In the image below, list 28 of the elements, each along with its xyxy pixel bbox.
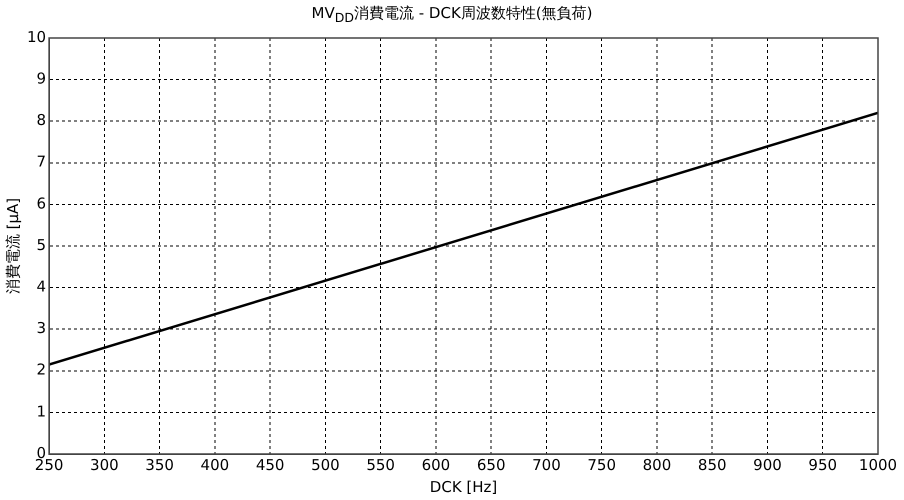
x-tick-label: 1000 <box>858 456 898 474</box>
x-tick-label: 450 <box>256 456 284 474</box>
x-tick-label: 500 <box>311 456 340 474</box>
y-tick-label: 9 <box>36 69 46 88</box>
chart-title: MV$_{DD}$消費電流 - DCK周波数特性(無負荷) <box>310 4 594 25</box>
x-tick-label: 400 <box>200 456 230 474</box>
x-tick-label: 700 <box>532 456 561 474</box>
x-tick-label: 600 <box>422 456 450 474</box>
y-axis-title: 消費電流 [µA] <box>4 198 22 294</box>
x-tick-label: 650 <box>476 456 506 474</box>
x-axis-title: DCK [Hz] <box>430 478 498 496</box>
x-tick-label: 900 <box>753 456 782 474</box>
x-tick-label: 850 <box>698 456 727 474</box>
x-tick-label: 350 <box>145 456 174 474</box>
y-tick-label: 8 <box>36 111 46 130</box>
y-tick-label: 7 <box>36 152 46 171</box>
y-tick-label: 5 <box>36 236 46 254</box>
x-tick-label: 750 <box>587 456 616 474</box>
x-tick-label: 950 <box>808 456 838 474</box>
y-tick-label: 10 <box>26 28 46 46</box>
y-tick-label: 4 <box>36 277 46 296</box>
x-tick-label: 800 <box>642 456 672 474</box>
x-tick-label: 300 <box>90 456 119 474</box>
y-tick-label: 3 <box>36 319 46 338</box>
x-tick-label: 550 <box>366 456 395 474</box>
y-tick-label: 6 <box>36 194 46 212</box>
y-tick-label: 2 <box>36 360 46 379</box>
y-tick-label: 1 <box>36 402 46 420</box>
